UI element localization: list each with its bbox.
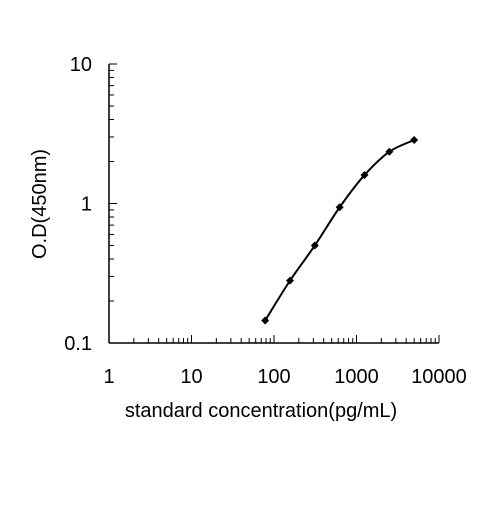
data-point: [385, 147, 394, 156]
y-tick-label: 10: [70, 54, 92, 76]
data-point: [410, 136, 419, 145]
y-axis-title: O.D(450nm): [29, 149, 51, 259]
y-tick-labels: 0.1 1 10: [64, 54, 92, 355]
x-tick-labels: 1 10 100 1000 10000: [103, 366, 466, 388]
series-line: [264, 139, 415, 322]
x-tick-label: 100: [257, 366, 290, 388]
data-point: [360, 171, 369, 180]
data-point: [285, 276, 294, 285]
data-point: [310, 241, 319, 250]
x-axis-title: standard concentration(pg/mL): [125, 400, 397, 422]
x-tick-label: 1000: [334, 366, 379, 388]
y-tick-label: 1: [81, 194, 92, 216]
series-layer: [261, 136, 419, 325]
axes: [108, 63, 440, 344]
data-point: [335, 203, 344, 212]
data-point: [261, 316, 270, 325]
x-tick-label: 10: [180, 366, 202, 388]
x-tick-label: 10000: [411, 366, 467, 388]
y-tick-label: 0.1: [64, 333, 92, 355]
x-tick-label: 1: [103, 366, 114, 388]
